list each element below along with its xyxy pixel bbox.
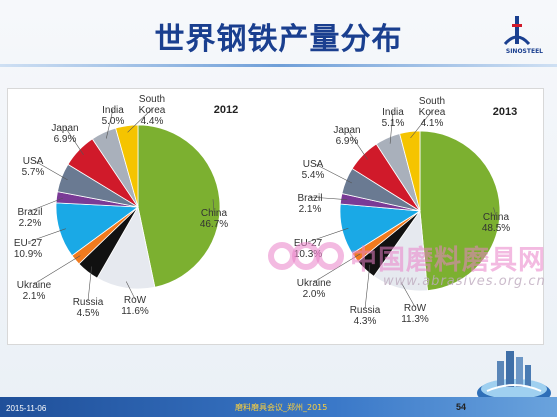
slice-label: China 48.5% <box>482 212 510 234</box>
pie-slice-china <box>137 124 221 288</box>
leader-line <box>127 108 153 133</box>
leader-line <box>87 266 92 302</box>
leader-line <box>410 110 433 139</box>
leader-line <box>400 281 416 308</box>
leader-line <box>29 197 64 212</box>
slice-label: India 5.0% <box>102 105 125 127</box>
slice-label: South Korea 4.4% <box>139 94 166 127</box>
sinosteel-logo-icon <box>503 16 531 46</box>
pie-slice-south-korea <box>115 124 139 208</box>
slice-label: Russia 4.3% <box>350 305 381 327</box>
watermark-logo-icon <box>268 242 344 270</box>
leader-line <box>346 128 368 160</box>
leader-line <box>125 281 136 300</box>
slice-label: RoW 11.6% <box>121 295 149 317</box>
leader-line <box>312 162 353 184</box>
pie-slice-south-korea <box>399 130 421 212</box>
chart-year-label: 2013 <box>493 106 517 118</box>
slice-label: Ukraine 2.1% <box>17 280 52 302</box>
pie-slice-china <box>419 130 501 292</box>
leader-line <box>493 207 497 217</box>
page-number: 54 <box>456 402 467 412</box>
slice-label: Ukraine 2.0% <box>297 278 332 300</box>
watermark-text: 中国磨料磨具网 <box>350 245 546 276</box>
leader-line <box>27 228 66 243</box>
slice-label: USA 5.4% <box>302 159 325 181</box>
leader-line <box>364 264 371 310</box>
slice-label: China 46.7% <box>200 208 228 230</box>
slice-label: EU-27 10.9% <box>14 238 43 260</box>
slide-title: 世界钢铁产量分布 <box>154 22 403 57</box>
leader-line <box>309 196 348 200</box>
slice-label: Japan 6.9% <box>51 123 78 145</box>
chart-panel: China 46.7% RoW 11.6% Russia 4.5% Ukraine 2.1% E… <box>7 88 544 345</box>
slice-label: Brazil 2.2% <box>17 207 42 229</box>
footer-bar <box>0 397 557 417</box>
slice-label: USA 5.7% <box>22 156 45 178</box>
slice-label: RoW 11.3% <box>401 303 429 325</box>
footer-date: 2015-11-06 <box>6 404 47 413</box>
leader-line <box>33 255 81 285</box>
slice-label: Brazil 2.1% <box>297 193 322 215</box>
slice-label: South Korea 4.1% <box>419 96 446 129</box>
leader-line <box>64 126 84 155</box>
leader-line <box>307 227 349 243</box>
pie-charts: China 46.7% RoW 11.6% Russia 4.5% Ukraine 2.1% E… <box>14 94 517 327</box>
leader-line <box>32 159 68 181</box>
slice-label: India 5.1% <box>382 107 405 129</box>
slice-label: Japan 6.9% <box>333 125 360 147</box>
leader-line <box>389 110 394 144</box>
leader-line <box>212 199 215 213</box>
logo-label: SINOSTEEL <box>505 48 543 55</box>
chart-year-label: 2012 <box>214 104 238 116</box>
slice-label: Russia 4.5% <box>73 297 104 319</box>
leader-line <box>106 108 114 139</box>
footer-center-text: 磨料磨具会议_郑州_2015 <box>235 403 328 412</box>
title-divider <box>0 64 557 67</box>
watermark-url: www.abrasives.org.cn <box>383 274 546 289</box>
